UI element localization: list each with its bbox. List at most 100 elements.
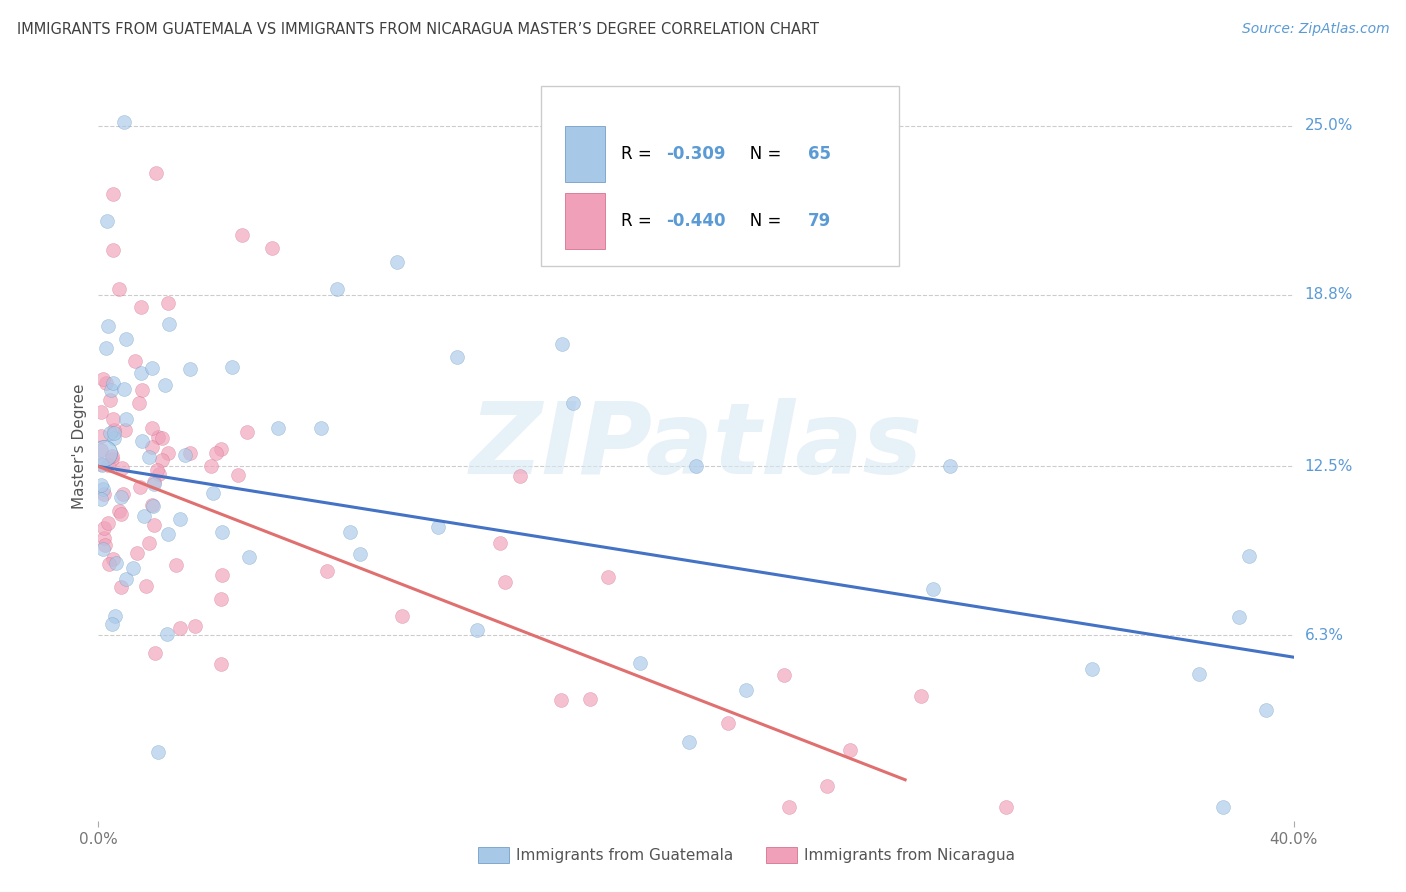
Point [1256,703,1278,717]
Point [90,443,112,458]
FancyBboxPatch shape [541,87,900,266]
Point [91,372,114,386]
Point [221,360,243,375]
Point [155,377,177,392]
Point [103,423,125,437]
Point [104,609,127,624]
Point [717,716,740,731]
Point [173,448,195,462]
Text: 79: 79 [808,212,831,230]
Text: -0.309: -0.309 [666,145,725,162]
Point [315,564,337,578]
Point [238,549,260,564]
Point [494,574,516,589]
Point [103,376,125,390]
Point [138,450,160,464]
Point [146,745,169,759]
Point [596,570,619,584]
Point [349,547,371,561]
Point [148,430,170,444]
Point [211,567,233,582]
Point [128,396,150,410]
Point [179,361,201,376]
Point [157,317,180,331]
Point [129,366,152,380]
Point [129,300,152,314]
Text: N =: N = [734,145,787,162]
Point [1212,800,1234,814]
Point [97,516,120,530]
Point [108,282,131,296]
Point [105,556,128,570]
Point [267,421,290,435]
Point [101,449,124,463]
Point [101,552,124,566]
Point [94,341,117,355]
Point [145,166,167,180]
Text: 12.5%: 12.5% [1305,459,1353,474]
Point [108,503,131,517]
Point [110,580,132,594]
Point [1237,549,1260,564]
Point [143,477,166,491]
Point [143,646,166,660]
Point [773,668,796,682]
Point [141,420,163,434]
Point [112,114,135,128]
Point [97,557,120,571]
Point [156,627,179,641]
Point [628,656,651,670]
Point [91,458,114,472]
Point [141,360,163,375]
Point [93,446,115,460]
Point [103,431,125,445]
Point [114,572,136,586]
Point [131,383,153,397]
Point [678,735,700,749]
Point [135,579,157,593]
Point [157,445,180,459]
Text: 6.3%: 6.3% [1305,628,1344,643]
Point [226,468,249,483]
Text: N =: N = [734,212,787,230]
Point [157,295,180,310]
Point [465,623,488,637]
Point [93,487,115,501]
Point [579,692,602,706]
Point [326,282,349,296]
Point [132,508,155,523]
Point [150,431,173,445]
Point [184,618,207,632]
Point [211,524,233,539]
Text: 25.0%: 25.0% [1305,119,1353,133]
Point [1188,667,1211,681]
Point [125,546,148,560]
Point [96,214,118,228]
Point [509,468,531,483]
Point [179,446,201,460]
Point [169,511,191,525]
FancyBboxPatch shape [565,194,605,249]
Point [90,478,112,492]
Point [93,521,115,535]
Point [391,609,413,624]
Point [385,255,409,269]
Point [90,429,112,443]
Point [100,384,122,398]
Point [339,524,361,539]
Point [121,560,143,574]
Point [1227,610,1250,624]
Point [98,393,121,408]
Point [169,621,191,635]
Point [96,376,118,391]
Point [124,353,146,368]
Point [148,467,170,482]
Point [550,693,572,707]
Point [142,499,165,513]
Point [778,800,800,814]
Point [110,461,132,475]
Point [114,412,136,426]
Point [114,423,136,437]
Point [165,558,187,572]
Point [93,531,115,545]
